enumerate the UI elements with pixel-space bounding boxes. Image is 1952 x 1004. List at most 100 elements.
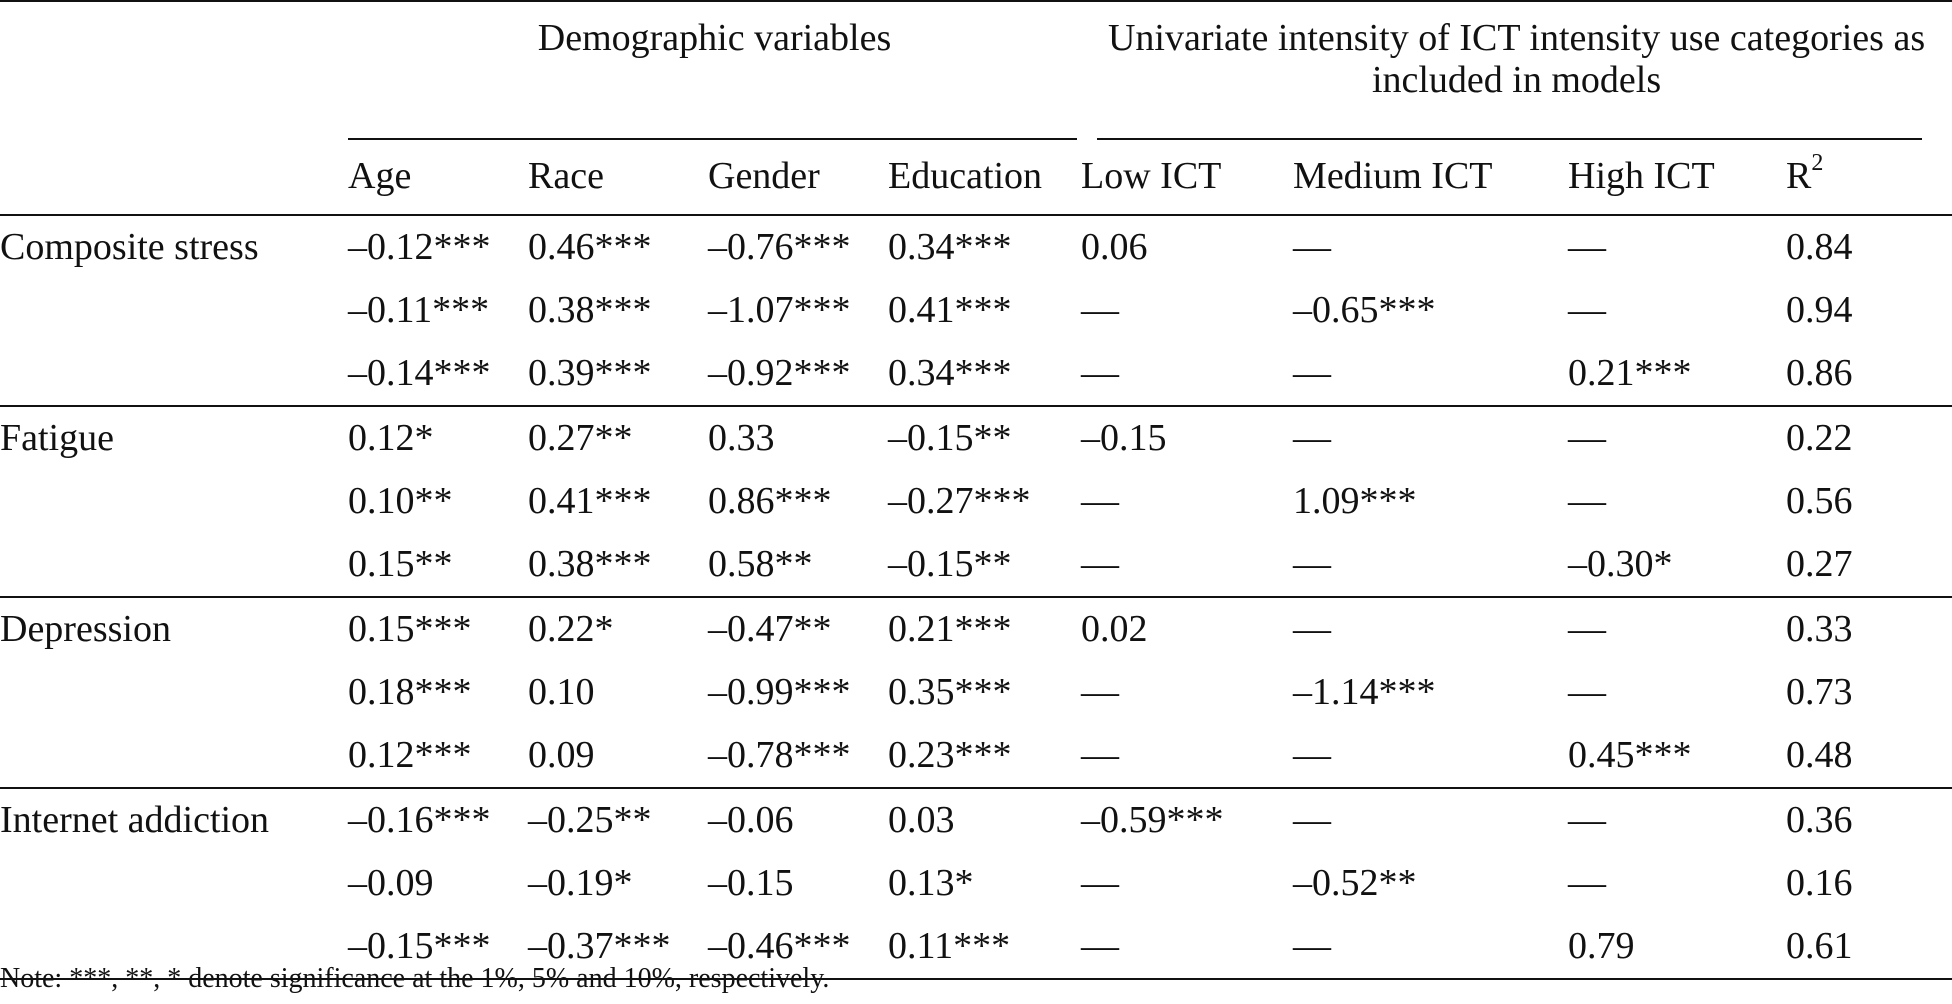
- row-group-label-empty: [0, 533, 348, 598]
- cell-age: –0.11***: [348, 288, 490, 331]
- row-group-label: Internet addiction: [0, 798, 270, 841]
- cell-age: 0.12***: [348, 724, 528, 789]
- cell-r2: 0.61: [1786, 915, 1952, 980]
- cell-gender: –1.07***: [708, 288, 851, 331]
- cell-race: 0.39***: [528, 342, 708, 407]
- cell-race: 0.22*: [528, 607, 614, 650]
- table-note: Note: ***, **, * denote significance at …: [0, 963, 830, 994]
- header-group-ict-rule: [1097, 138, 1923, 140]
- cell-education: 0.03: [888, 798, 955, 841]
- column-header-age: Age: [348, 140, 528, 216]
- table-row: 0.18*** 0.10 –0.99*** 0.35*** — –1.14*** — 0.73: [0, 661, 1952, 724]
- cell-r2: 0.94: [1786, 288, 1853, 331]
- cell-education: 0.23***: [888, 724, 1082, 789]
- cell-high-ict: —: [1568, 670, 1607, 713]
- cell-high-ict: —: [1568, 416, 1607, 459]
- cell-low-ict: —: [1081, 342, 1294, 407]
- cell-age: 0.15***: [348, 607, 472, 650]
- cell-r2: 0.56: [1786, 479, 1853, 522]
- cell-r2: 0.33: [1786, 607, 1853, 650]
- cell-education: 0.41***: [888, 288, 1012, 331]
- column-header-race: Race: [528, 140, 708, 216]
- cell-age: 0.15**: [348, 533, 528, 598]
- cell-education: –0.27***: [888, 479, 1031, 522]
- cell-low-ict: –0.15: [1081, 416, 1167, 459]
- row-group-label-empty: [0, 342, 348, 407]
- header-column-row: Age Race Gender Education Low ICT Medium…: [0, 140, 1952, 216]
- row-group-label-empty: [0, 470, 348, 533]
- cell-high-ict: —: [1568, 798, 1607, 841]
- table-row: 0.15** 0.38*** 0.58** –0.15** — — –0.30* 0.27: [0, 533, 1952, 598]
- cell-r2: 0.27: [1786, 533, 1952, 598]
- header-group-demographic-rule: [348, 138, 1078, 140]
- cell-race: 0.09: [528, 724, 708, 789]
- cell-medium-ict: –0.52**: [1293, 861, 1417, 904]
- cell-medium-ict: –0.65***: [1293, 288, 1436, 331]
- table-row: –0.14*** 0.39*** –0.92*** 0.34*** — —0.21*** 0…: [0, 342, 1952, 407]
- cell-education: 0.34***: [888, 342, 1082, 407]
- cell-medium-ict: —: [1293, 724, 1569, 789]
- table-row: Fatigue 0.12* 0.27** 0.33 –0.15** –0.15 — — 0.22: [0, 406, 1952, 470]
- cell-medium-ict: —: [1293, 798, 1332, 841]
- cell-low-ict: —: [1081, 479, 1120, 522]
- cell-high-ict: —: [1568, 479, 1607, 522]
- cell-gender: –0.46***: [708, 915, 888, 980]
- cell-race: 0.38***: [528, 533, 708, 598]
- row-group-label-empty: [0, 724, 348, 789]
- header-corner: [0, 0, 348, 140]
- cell-low-ict: –0.59***: [1081, 798, 1224, 841]
- cell-race: 0.46***: [528, 225, 652, 268]
- cell-r2: 0.22: [1786, 416, 1853, 459]
- column-header-high-ict: High ICT: [1568, 140, 1787, 216]
- cell-r2: 0.86: [1786, 342, 1952, 407]
- cell-education: 0.21***: [888, 607, 1012, 650]
- cell-education: –0.15**: [888, 533, 1082, 598]
- column-header-r2-base: R: [1786, 155, 1812, 198]
- column-header-r2-superscript: 2: [1811, 150, 1824, 177]
- cell-high-ict: –0.30*: [1568, 533, 1787, 598]
- table-body: Composite stress –0.12*** 0.46*** –0.76*** 0…: [0, 215, 1952, 980]
- cell-gender: 0.58**: [708, 533, 888, 598]
- results-table: Demographic variables Univariate intensi…: [0, 0, 1952, 980]
- cell-education: –0.15**: [888, 416, 1012, 459]
- table-row: Internet addiction –0.16*** –0.25** –0.06 0.…: [0, 788, 1952, 852]
- header-blank: [0, 140, 348, 216]
- cell-race: 0.10: [528, 670, 595, 713]
- cell-r2: 0.16: [1786, 861, 1853, 904]
- cell-high-ict: —: [1568, 288, 1607, 331]
- cell-age: 0.10**: [348, 479, 453, 522]
- column-header-medium-ict: Medium ICT: [1293, 140, 1569, 216]
- cell-race: 0.38***: [528, 288, 652, 331]
- cell-high-ict: 0.45***: [1568, 724, 1787, 789]
- row-group-label: Depression: [0, 607, 171, 650]
- row-group-label-empty: [0, 661, 348, 724]
- cell-gender: –0.76***: [708, 225, 851, 268]
- cell-race: 0.41***: [528, 479, 652, 522]
- cell-education: 0.13*: [888, 861, 974, 904]
- cell-medium-ict: —: [1293, 915, 1569, 980]
- cell-race: –0.37***: [528, 915, 708, 980]
- cell-low-ict: —: [1081, 288, 1120, 331]
- row-group-label-empty: [0, 915, 348, 980]
- cell-medium-ict: —: [1293, 607, 1332, 650]
- header-group-ict: Univariate intensity of ICT intensity us…: [1081, 0, 1952, 140]
- cell-low-ict: 0.02: [1081, 607, 1148, 650]
- table-row: –0.09 –0.19* –0.15 0.13* — –0.52** — 0.16: [0, 852, 1952, 915]
- cell-race: –0.19*: [528, 861, 633, 904]
- column-header-gender: Gender: [708, 140, 888, 216]
- row-group-label: Composite stress: [0, 225, 259, 268]
- cell-education: 0.35***: [888, 670, 1012, 713]
- cell-r2: 0.48: [1786, 724, 1952, 789]
- table-row: Depression 0.15*** 0.22* –0.47** 0.21*** 0.02…: [0, 597, 1952, 661]
- cell-r2: 0.84: [1786, 225, 1853, 268]
- cell-medium-ict: —: [1293, 225, 1332, 268]
- table-row: –0.15*** –0.37*** –0.46*** 0.11*** — —0.79 0.6…: [0, 915, 1952, 980]
- table-row: Composite stress –0.12*** 0.46*** –0.76*** 0…: [0, 215, 1952, 279]
- table-row: –0.11*** 0.38*** –1.07*** 0.41*** — –0.65*** —…: [0, 279, 1952, 342]
- cell-age: –0.16***: [348, 798, 491, 841]
- cell-low-ict: 0.06: [1081, 225, 1148, 268]
- cell-high-ict: —: [1568, 861, 1607, 904]
- cell-low-ict: —: [1081, 533, 1294, 598]
- table-row: 0.10** 0.41*** 0.86*** –0.27*** — 1.09*** — 0.5…: [0, 470, 1952, 533]
